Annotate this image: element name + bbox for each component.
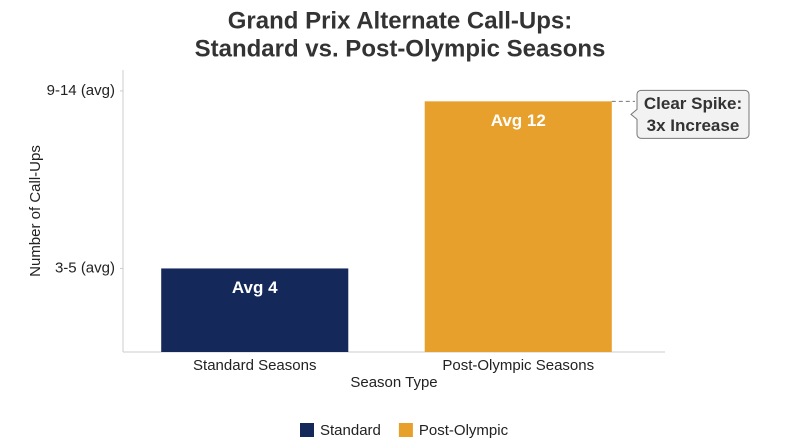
x-tick-label: Standard Seasons bbox=[193, 357, 316, 374]
legend-label: Standard bbox=[320, 422, 381, 439]
legend-swatch bbox=[300, 423, 314, 437]
annotation: 3x Increase bbox=[647, 116, 740, 135]
y-axis-label: Number of Call-Ups bbox=[27, 145, 44, 277]
bar bbox=[424, 101, 612, 352]
x-axis-label: Season Type bbox=[350, 374, 437, 391]
value-label: Avg 4 bbox=[232, 278, 278, 297]
annotation-box bbox=[630, 89, 750, 139]
chart-title: Standard vs. Post-Olympic Seasons bbox=[195, 35, 606, 62]
chart-title: Grand Prix Alternate Call-Ups: bbox=[228, 7, 573, 34]
annotation: Clear Spike: bbox=[644, 94, 742, 113]
x-tick-label: Post-Olympic Seasons bbox=[442, 357, 594, 374]
legend-swatch bbox=[398, 423, 413, 437]
y-tick-label: 3-5 (avg) bbox=[55, 259, 115, 276]
legend-label: Post-Olympic bbox=[419, 422, 509, 439]
bar bbox=[161, 268, 349, 352]
value-label: Avg 12 bbox=[491, 111, 546, 130]
y-tick-label: 9-14 (avg) bbox=[47, 82, 115, 99]
